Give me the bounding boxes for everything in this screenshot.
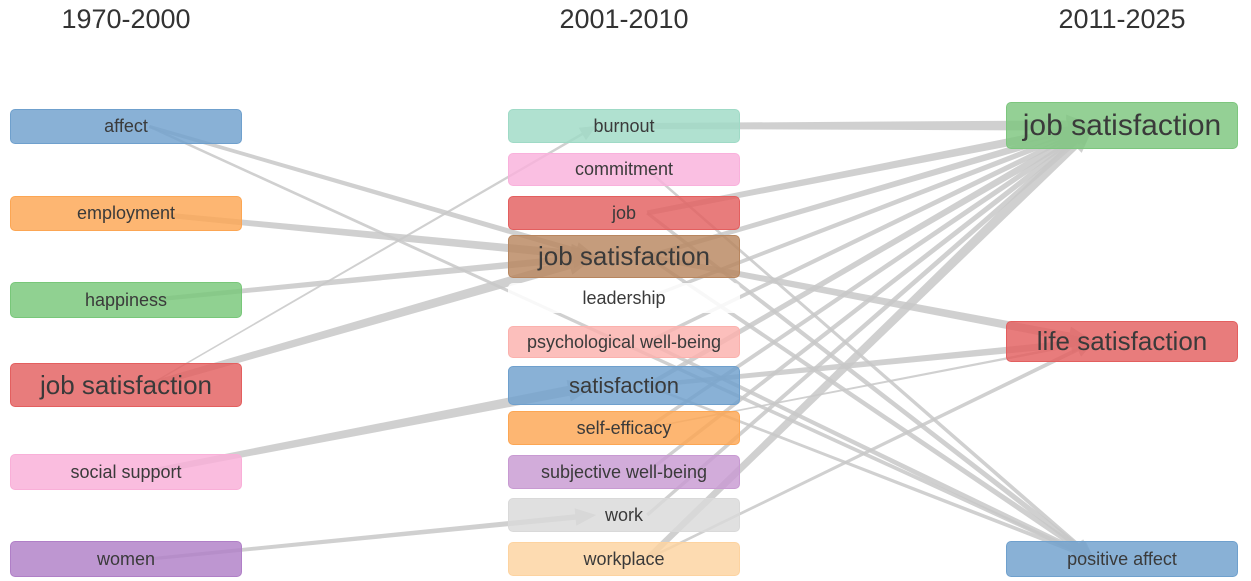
node-label: job [611, 202, 637, 223]
flow-link-8 [647, 114, 1095, 137]
node-2011-2025-life-satisfaction[interactable]: life satisfaction [1006, 321, 1238, 362]
node-2001-2010-satisfaction[interactable]: satisfaction [508, 366, 740, 405]
node-2001-2010-self-efficacy[interactable]: self-efficacy [508, 411, 740, 445]
node-label: life satisfaction [1036, 326, 1208, 356]
node-2001-2010-commitment[interactable]: commitment [508, 153, 740, 186]
flow-link-5 [148, 253, 597, 388]
node-label: commitment [574, 159, 673, 179]
node-2001-2010-leadership[interactable]: leadership [508, 283, 740, 313]
node-label: women [96, 548, 156, 569]
flow-link-14 [646, 255, 1095, 559]
node-2001-2010-job[interactable]: job [508, 196, 740, 230]
flow-link-7 [149, 508, 597, 561]
node-1970-2000-job-satisfaction[interactable]: job satisfaction [10, 363, 242, 407]
flow-link-6 [148, 380, 597, 475]
node-label: burnout [593, 115, 655, 136]
flow-link-10 [646, 120, 1095, 216]
node-2011-2025-positive-affect[interactable]: positive affect [1006, 541, 1238, 577]
node-label: job satisfaction [538, 241, 710, 271]
flow-link-26 [646, 341, 1095, 561]
node-label: workplace [583, 548, 665, 569]
node-2001-2010-burnout[interactable]: burnout [508, 109, 740, 143]
flow-link-25 [645, 125, 1095, 562]
node-1970-2000-happiness[interactable]: happiness [10, 282, 242, 318]
node-label: work [604, 504, 643, 525]
node-2001-2010-psychological-well-being[interactable]: psychological well-being [508, 326, 740, 358]
node-label: leadership [582, 287, 666, 308]
flow-link-20 [646, 384, 1095, 560]
node-label: self-efficacy [576, 417, 672, 438]
node-label: subjective well-being [540, 461, 708, 482]
node-label: affect [104, 116, 148, 136]
flow-link-22 [647, 337, 1095, 429]
node-1970-2000-affect[interactable]: affect [10, 109, 242, 144]
flow-link-19 [647, 334, 1095, 388]
node-2001-2010-job-satisfaction[interactable]: job satisfaction [508, 235, 740, 278]
flow-link-23 [646, 125, 1095, 474]
node-2011-2025-job-satisfaction[interactable]: job satisfaction [1006, 102, 1238, 149]
period-label-2001-2010: 2001-2010 [559, 4, 689, 34]
node-1970-2000-employment[interactable]: employment [10, 196, 242, 231]
node-label: satisfaction [568, 372, 680, 398]
node-label: job satisfaction [1022, 108, 1222, 142]
flow-link-2 [149, 211, 597, 265]
node-label: job satisfaction [40, 369, 212, 400]
flow-link-16 [646, 125, 1095, 344]
node-2001-2010-work[interactable]: work [508, 498, 740, 532]
flow-link-4 [148, 126, 597, 386]
flow-link-3 [149, 249, 597, 303]
node-label: happiness [84, 289, 168, 310]
flow-link-12 [646, 122, 1095, 259]
node-label: social support [70, 461, 182, 482]
period-label-2011-2025: 2011-2025 [1058, 4, 1186, 34]
flow-link-24 [646, 125, 1095, 517]
node-1970-2000-social-support[interactable]: social support [10, 454, 242, 490]
node-1970-2000-women[interactable]: women [10, 541, 242, 577]
node-2001-2010-workplace[interactable]: workplace [508, 542, 740, 576]
node-label: psychological well-being [526, 331, 722, 352]
flow-link-15 [646, 124, 1095, 300]
flow-link-18 [646, 125, 1095, 388]
node-label: positive affect [1067, 548, 1177, 569]
flow-link-21 [646, 125, 1095, 430]
period-label-1970-2000: 1970-2000 [61, 4, 191, 34]
flow-link-0 [148, 124, 597, 260]
node-2001-2010-subjective-well-being[interactable]: subjective well-being [508, 455, 740, 489]
node-label: employment [76, 203, 176, 223]
